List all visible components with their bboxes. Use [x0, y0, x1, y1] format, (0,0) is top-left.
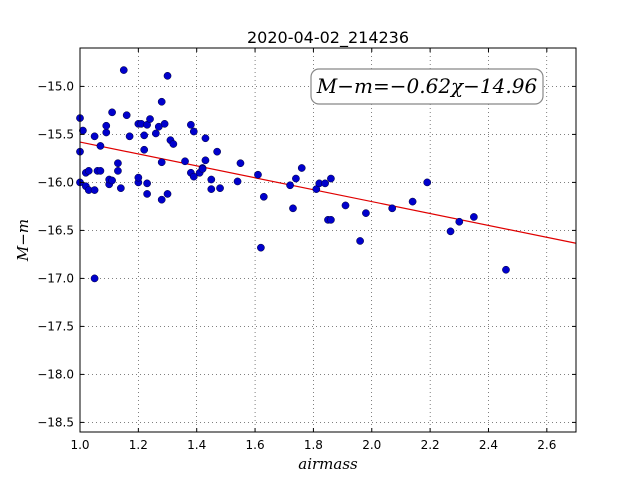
data-point [408, 197, 417, 206]
data-point [152, 129, 160, 138]
data-point [327, 174, 335, 183]
data-point [157, 158, 166, 167]
data-point [119, 66, 128, 74]
data-point [257, 243, 265, 252]
data-point [201, 134, 210, 143]
data-point [213, 147, 221, 156]
data-point [96, 167, 105, 175]
x-tick-label: 1.4 [187, 438, 206, 452]
data-point [321, 179, 329, 188]
data-point [236, 159, 245, 168]
data-point [125, 132, 134, 141]
data-point [108, 108, 116, 117]
y-tick-label: −18.5 [37, 415, 74, 429]
data-point [259, 192, 268, 201]
chart-title: 2020-04-02_214236 [247, 28, 409, 48]
data-point [502, 265, 510, 274]
data-point [140, 131, 149, 140]
data-point [327, 215, 335, 224]
x-tick-label: 1.0 [70, 438, 89, 452]
fit-line [79, 141, 577, 244]
x-tick-label: 2.6 [537, 438, 556, 452]
data-point [102, 128, 111, 137]
data-point [102, 121, 111, 130]
annotation-box [310, 68, 544, 105]
data-point [356, 237, 364, 245]
x-tick-label: 1.8 [304, 438, 323, 452]
tick-labels: 1.0 1.2 1.4 1.6 1.8 2.0 2.2 2.4 2.6 −15.0 −15.5 −16… [37, 79, 556, 452]
data-point [455, 217, 464, 226]
data-point [143, 190, 151, 198]
data-point [116, 184, 125, 193]
data-point [114, 159, 122, 168]
data-point [388, 204, 397, 213]
data-point [297, 164, 306, 172]
annotation-text: M−m=−0.62χ−14.96 [316, 74, 538, 98]
plot-frame [79, 47, 577, 433]
data-points [76, 66, 510, 283]
data-point [108, 176, 116, 185]
data-point [286, 181, 294, 190]
data-point [292, 174, 300, 183]
data-point [90, 274, 99, 283]
data-point [207, 185, 216, 193]
y-tick-label: −15.0 [37, 79, 74, 93]
y-tick-label: −17.0 [37, 271, 74, 285]
y-axis-label: M−m [14, 219, 32, 262]
data-point [446, 227, 455, 236]
data-point [134, 173, 143, 182]
data-point [341, 201, 350, 210]
data-point [201, 156, 210, 165]
data-point [146, 115, 154, 123]
data-point [84, 167, 93, 175]
y-tick-label: −15.5 [37, 127, 74, 141]
x-tick-label: 2.4 [479, 438, 498, 452]
data-point [169, 140, 178, 148]
grid-lines [79, 48, 576, 432]
data-point [207, 175, 216, 184]
data-point [254, 170, 262, 179]
data-point [362, 209, 370, 217]
axis-ticks [79, 48, 576, 432]
y-tick-label: −17.5 [37, 319, 74, 333]
x-tick-label: 2.2 [421, 438, 440, 452]
data-point [160, 119, 169, 128]
equation-annotation: M−m=−0.62χ−14.96 [310, 68, 544, 105]
data-point [90, 132, 99, 141]
data-point [470, 213, 478, 221]
data-point [90, 186, 99, 194]
data-point [157, 97, 166, 106]
data-point [423, 178, 432, 187]
data-point [181, 157, 189, 166]
data-point [140, 145, 149, 154]
data-point [96, 142, 105, 150]
x-axis-label: airmass [298, 455, 358, 473]
data-point [143, 179, 151, 188]
data-point [289, 204, 297, 213]
y-tick-label: −16.5 [37, 223, 74, 237]
data-point [233, 177, 242, 186]
data-point [216, 184, 224, 193]
data-point [122, 111, 131, 120]
data-point [157, 195, 166, 204]
data-point [198, 165, 207, 173]
y-tick-label: −16.0 [37, 175, 74, 189]
data-point [163, 190, 172, 198]
x-tick-label: 1.6 [246, 438, 265, 452]
fit-line-layer [79, 141, 577, 244]
data-point [187, 120, 195, 129]
y-tick-label: −18.0 [37, 367, 74, 381]
data-point [189, 127, 198, 136]
x-tick-label: 1.2 [129, 438, 148, 452]
data-point [163, 71, 172, 80]
x-tick-label: 2.0 [362, 438, 381, 452]
data-point [114, 167, 122, 175]
data-point [189, 172, 198, 181]
